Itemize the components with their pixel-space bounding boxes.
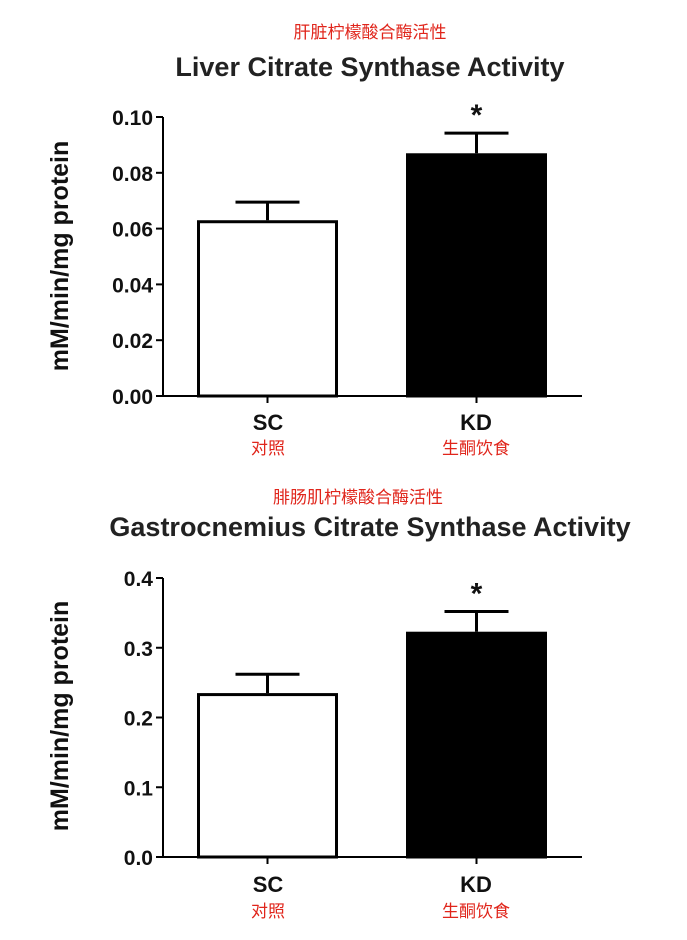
liver-y-tick-label: 0.06 — [112, 219, 153, 242]
liver-bar-sc — [197, 220, 338, 398]
gastrocnemius-category-label-kd: KD — [460, 872, 492, 897]
liver-category-cn-kd: 生酮饮食 — [442, 439, 510, 459]
liver-category-label-kd: KD — [460, 410, 492, 435]
liver-y-tick-label: 0.02 — [112, 330, 153, 353]
gastrocnemius-significance-marker: * — [471, 577, 483, 610]
liver-chinese-title: 肝脏柠檬酸合酶活性 — [294, 23, 447, 43]
liver-y-tick-label: 0.00 — [112, 386, 153, 409]
gastrocnemius-y-tick-label: 0.0 — [124, 847, 153, 870]
gastrocnemius-y-tick-label: 0.4 — [124, 568, 154, 591]
gastrocnemius-chart-title: Gastrocnemius Citrate Synthase Activity — [109, 512, 630, 542]
liver-y-axis-label: mM/min/mg protein — [46, 141, 74, 372]
liver-category-cn-sc: 对照 — [251, 439, 285, 459]
gastrocnemius-plot-area: 0.0 0.1 0.2 0.3 0.4 * — [124, 568, 582, 870]
liver-y-tick-label: 0.10 — [112, 107, 153, 130]
liver-significance-marker: * — [471, 99, 483, 132]
gastrocnemius-bar-sc — [197, 693, 338, 859]
liver-chart-title: Liver Citrate Synthase Activity — [175, 52, 564, 82]
liver-plot-area: 0.00 0.02 0.04 0.06 0.08 0.10 * — [112, 99, 582, 409]
liver-chart: 肝脏柠檬酸合酶活性 Liver Citrate Synthase Activit… — [46, 23, 582, 459]
gastrocnemius-y-axis-label: mM/min/mg protein — [46, 601, 74, 832]
liver-y-tick-label: 0.04 — [112, 274, 153, 297]
gastrocnemius-y-tick-label: 0.3 — [124, 638, 153, 661]
gastrocnemius-chart: 腓肠肌柠檬酸合酶活性 Gastrocnemius Citrate Synthas… — [46, 488, 631, 922]
liver-bar-kd — [406, 153, 547, 398]
liver-y-tick-label: 0.08 — [112, 163, 153, 186]
gastrocnemius-category-cn-sc: 对照 — [251, 902, 285, 922]
gastrocnemius-category-label-sc: SC — [253, 872, 284, 897]
gastrocnemius-chinese-title: 腓肠肌柠檬酸合酶活性 — [273, 488, 443, 508]
liver-category-label-sc: SC — [253, 410, 284, 435]
gastrocnemius-bar-kd — [406, 631, 547, 859]
gastrocnemius-y-tick-label: 0.2 — [124, 708, 153, 731]
gastrocnemius-y-tick-label: 0.1 — [124, 777, 154, 800]
gastrocnemius-category-cn-kd: 生酮饮食 — [442, 902, 510, 922]
